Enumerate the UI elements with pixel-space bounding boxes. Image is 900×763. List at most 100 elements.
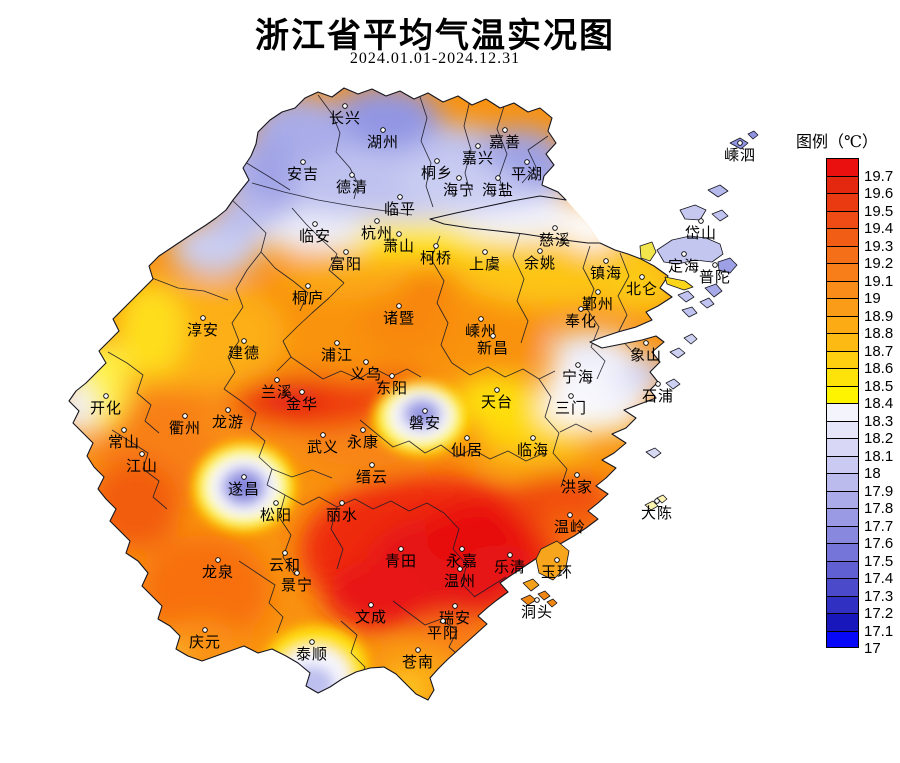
legend-value-label: 17.5 (864, 552, 894, 570)
station-建德: 建德 (228, 338, 259, 362)
station-永康: 永康 (347, 427, 378, 451)
station-label: 文成 (355, 609, 387, 626)
station-富阳: 富阳 (330, 249, 362, 273)
station-dot (342, 103, 348, 109)
legend-value-label: 17 (864, 640, 881, 657)
station-label: 嵊州 (465, 323, 497, 340)
station-嵊泗: 嵊泗 (724, 140, 755, 164)
station-dot (305, 283, 311, 289)
station-dot (380, 127, 386, 133)
station-dot (595, 289, 601, 295)
station-义乌: 义乌 (350, 359, 381, 383)
legend-entry: 18.4 (826, 385, 893, 412)
station-label: 磐安 (409, 415, 441, 432)
legend-entry: 19.5 (826, 193, 893, 220)
station-龙泉: 龙泉 (202, 557, 233, 581)
station-dot (282, 550, 288, 556)
legend-color-box (826, 420, 859, 438)
station-label: 岱山 (685, 225, 717, 242)
station-label: 金华 (286, 396, 318, 413)
legend-entry: 17.3 (826, 578, 893, 605)
station-dot (320, 432, 326, 438)
station-dot (712, 262, 718, 268)
station-label: 海宁 (443, 182, 475, 199)
station-瑞安: 瑞安 (439, 603, 470, 627)
station-dot (567, 512, 573, 518)
station-金华: 金华 (286, 389, 318, 413)
station-dot (530, 435, 536, 441)
station-dot (464, 435, 470, 441)
station-温州: 温州 (444, 566, 475, 590)
station-dot (139, 451, 145, 457)
legend-color-box (826, 630, 859, 648)
station-dot (434, 158, 440, 164)
station-label: 镇海 (590, 265, 622, 282)
station-湖州: 湖州 (367, 127, 398, 151)
station-label: 临海 (517, 442, 549, 459)
station-dot (575, 362, 581, 368)
legend-color-box (826, 385, 859, 403)
station-label: 大陈 (641, 504, 673, 522)
legend-value-label: 17.2 (864, 605, 894, 622)
legend-value-label: 19.1 (864, 272, 894, 290)
station-label: 鄞州 (582, 296, 614, 313)
station-label: 萧山 (383, 238, 415, 255)
legend-value-label: 17.4 (864, 570, 894, 587)
station-dot (440, 618, 446, 624)
legend-entry: 18.5 (826, 368, 893, 395)
station-苍南: 苍南 (402, 647, 433, 671)
station-label: 安吉 (287, 166, 319, 183)
station-dot (457, 566, 463, 572)
station-景宁: 景宁 (281, 570, 312, 594)
station-label: 淳安 (187, 321, 219, 339)
station-浦江: 浦江 (321, 340, 352, 364)
station-label: 武义 (307, 439, 339, 456)
station-dot (490, 333, 496, 339)
legend-color-box (826, 193, 859, 211)
station-乐清: 乐清 (494, 552, 525, 576)
station-dot (397, 194, 403, 200)
station-dot (478, 316, 484, 322)
station-dot (603, 258, 609, 264)
station-淳安: 淳安 (187, 315, 219, 339)
station-dot (534, 597, 540, 603)
station-dot (225, 407, 231, 413)
station-石浦: 石浦 (642, 381, 674, 405)
station-东阳: 东阳 (376, 373, 407, 397)
station-label: 富阳 (330, 255, 362, 273)
station-海盐: 海盐 (482, 175, 513, 199)
legend-entry: 18.1 (826, 438, 893, 465)
legend-color-box (826, 543, 859, 561)
legend-value-label: 18.8 (864, 325, 894, 342)
station-label: 临安 (299, 228, 331, 245)
station-label: 定海 (668, 258, 700, 275)
station-定海: 定海 (668, 251, 700, 275)
station-dot (655, 381, 661, 387)
legend-entry: 18 (826, 455, 881, 482)
station-label: 石浦 (642, 388, 674, 405)
station-衢州: 衢州 (169, 413, 200, 437)
legend-color-box (826, 455, 859, 473)
station-青田: 青田 (385, 546, 416, 570)
station-松阳: 松阳 (260, 500, 291, 524)
station-岱山: 岱山 (685, 218, 717, 242)
legend-entry: 18.8 (826, 315, 893, 342)
legend-color-box (826, 525, 859, 543)
legend-entry: 18.7 (826, 333, 893, 360)
station-label: 云和 (269, 557, 301, 574)
station-dot (334, 340, 340, 346)
legend-entry: 19.4 (826, 210, 893, 237)
station-label: 奉化 (565, 312, 597, 330)
district-boundaries (107, 94, 632, 682)
legend-color-box (826, 350, 859, 368)
station-dot (495, 175, 501, 181)
station-dot (103, 393, 109, 399)
station-label: 柯桥 (420, 250, 452, 267)
station-柯桥: 柯桥 (420, 243, 452, 267)
station-洪家: 洪家 (561, 472, 592, 496)
legend-entry: 17.9 (826, 473, 893, 500)
station-label: 慈溪 (539, 232, 571, 249)
